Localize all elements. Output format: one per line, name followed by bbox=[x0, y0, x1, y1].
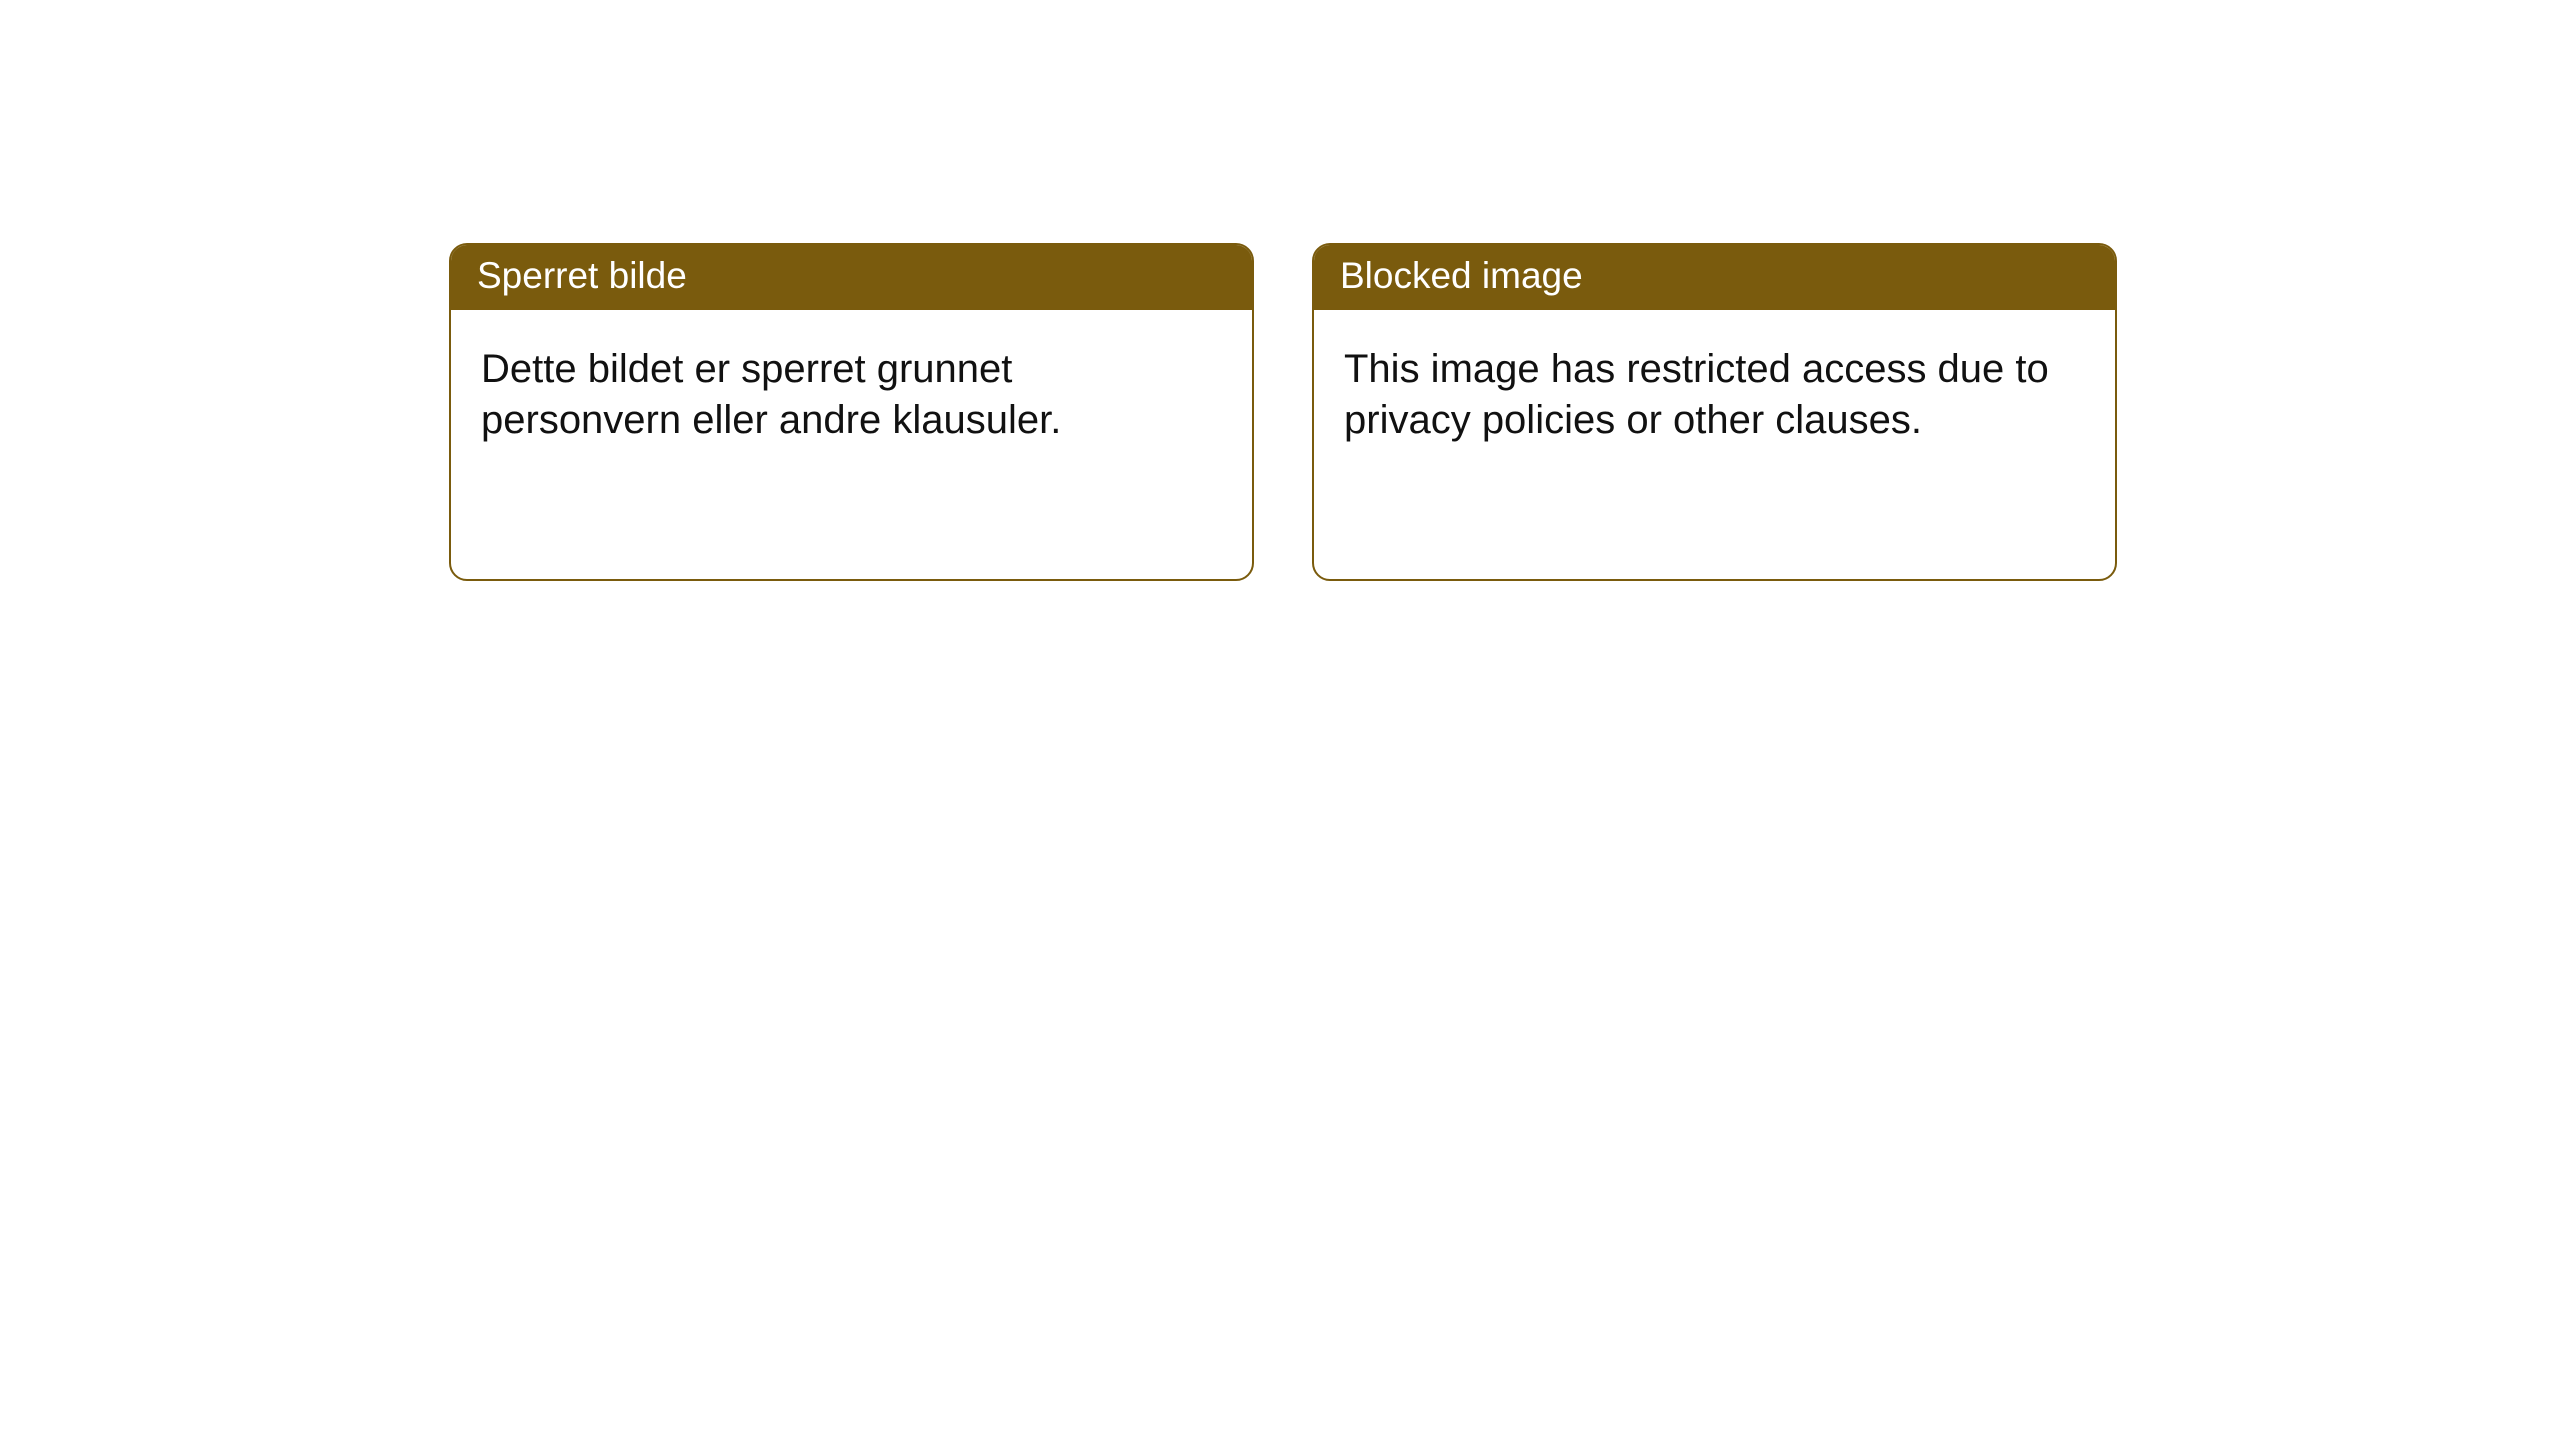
panel-body-no: Dette bildet er sperret grunnet personve… bbox=[451, 310, 1252, 466]
blocked-image-panel-en: Blocked image This image has restricted … bbox=[1312, 243, 2117, 581]
panel-body-en: This image has restricted access due to … bbox=[1314, 310, 2115, 466]
notice-panels: Sperret bilde Dette bildet er sperret gr… bbox=[449, 243, 2117, 581]
panel-title-no: Sperret bilde bbox=[451, 245, 1252, 310]
panel-title-en: Blocked image bbox=[1314, 245, 2115, 310]
blocked-image-panel-no: Sperret bilde Dette bildet er sperret gr… bbox=[449, 243, 1254, 581]
